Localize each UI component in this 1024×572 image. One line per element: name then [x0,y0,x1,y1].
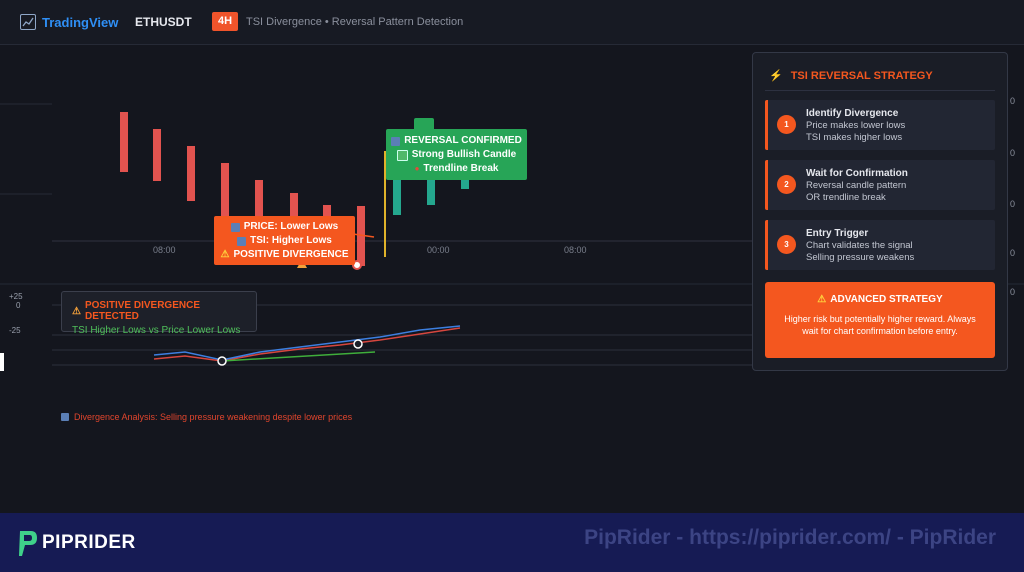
step-title: Entry Trigger [806,228,869,239]
candle-bearish[interactable] [187,146,195,201]
step-line: OR trendline break [806,192,886,203]
lightning-icon: ⚡ [769,70,783,82]
axis-value-1: 0 [1010,96,1015,106]
price-divergence-callout: PRICE: Lower Lows TSI: Higher Lows ⚠ POSI… [214,216,355,265]
tsi-trendline [221,351,376,362]
warning-icon: ⚠ [817,294,827,305]
candle-bearish[interactable] [120,112,128,172]
strategy-step-3[interactable]: 3 Entry Trigger Chart validates the sign… [765,220,995,270]
panel-divider [765,90,995,91]
x-tick-3: 08:00 [564,245,587,255]
piprider-logo[interactable]: PIPRIDER [16,529,136,557]
tsi-tick-2: 0 [16,301,21,310]
step-line: Reversal candle pattern [806,180,907,191]
tsi-low-point-2 [353,339,363,349]
candle-bullish[interactable] [427,167,435,205]
brand-name: TradingView [42,14,119,30]
advanced-text: Higher risk but potentially higher rewar… [784,314,976,336]
piprider-name: PIPRIDER [42,532,136,553]
tsi-line [153,325,461,361]
step-line: TSI makes higher lows [806,132,903,143]
price-callout-line1: PRICE: Lower Lows [243,221,339,232]
strategy-panel-title: TSI REVERSAL STRATEGY [790,69,933,82]
reversal-line3: Trendline Break [423,163,499,174]
tsi-tick-3: -25 [9,326,21,335]
bar-chart-icon [61,413,69,421]
reversal-line2: Strong Bullish Candle [411,149,517,160]
chart-icon [20,14,36,30]
advanced-strategy-card: ⚠ ADVANCED STRATEGY Higher risk but poten… [765,282,995,358]
candle-bearish[interactable] [357,206,365,266]
piprider-watermark: PipRider - https://piprider.com/ - PipRi… [584,526,996,549]
candle-bearish[interactable] [221,163,229,223]
strategy-step-2[interactable]: 2 Wait for Confirmation Reversal candle … [765,160,995,210]
symbol-label[interactable]: ETHUSDT [135,15,192,29]
candle-bullish[interactable] [461,175,469,189]
step-number: 3 [777,235,796,254]
warning-icon: ⚠ [220,249,230,260]
step-line: Price makes lower lows [806,120,906,131]
axis-value-2: 0 [1010,148,1015,158]
candle-bearish[interactable] [290,193,298,238]
top-bar: TradingView ETHUSDT 4H TSI Divergence • … [0,0,1024,45]
strategy-panel: ⚡ TSI REVERSAL STRATEGY 1 Identify Diverg… [752,52,1008,371]
chart-subtitle: TSI Divergence • Reversal Pattern Detect… [246,16,464,28]
chart-up-icon [237,236,247,246]
step-title: Wait for Confirmation [806,168,908,179]
axis-value-4: 0 [1010,248,1015,258]
axis-value-5: 0 [1010,287,1015,297]
tsi-tick-1: +25 [9,292,23,301]
price-low-point[interactable] [352,260,362,270]
axis-value-3: 0 [1010,199,1015,209]
price-callout-line2: TSI: Higher Lows [250,235,332,246]
reversal-line1: REVERSAL CONFIRMED [404,135,522,146]
chart-down-icon [230,222,240,232]
candle-bearish[interactable] [255,180,263,235]
target-icon: ● [414,164,420,173]
price-callout-line3: POSITIVE DIVERGENCE [233,249,349,260]
refresh-icon [391,136,401,146]
advanced-title: ADVANCED STRATEGY [830,294,943,305]
footer-banner: PIPRIDER PipRider - https://piprider.com… [0,513,1024,572]
divergence-detected-box: ⚠ POSITIVE DIVERGENCE DETECTED TSI Higher… [61,291,257,336]
divergence-box-title: POSITIVE DIVERGENCE DETECTED [84,300,200,322]
warning-icon: ⚠ [72,305,81,317]
step-line: Chart validates the signal [806,240,913,251]
scroll-indicator[interactable] [0,353,4,371]
check-icon [396,149,408,161]
strategy-step-1[interactable]: 1 Identify Divergence Price makes lower … [765,100,995,150]
step-title: Identify Divergence [806,108,899,119]
analysis-note: Divergence Analysis: Selling pressure we… [61,412,352,422]
x-tick-1: 08:00 [153,245,176,255]
reversal-flag-handle [414,118,434,130]
step-number: 1 [777,115,796,134]
tsi-low-point-1 [217,356,227,366]
divergence-box-subtitle: TSI Higher Lows vs Price Lower Lows [72,325,241,336]
brand[interactable]: TradingView [20,14,118,30]
analysis-note-text: Divergence Analysis: Selling pressure we… [74,412,353,422]
timeframe-badge[interactable]: 4H [212,12,238,31]
x-tick-2: 00:00 [427,245,450,255]
step-line: Selling pressure weakens [806,252,915,263]
tsi-signal-line [153,327,461,362]
candle-bearish[interactable] [153,129,161,181]
step-number: 2 [777,175,796,194]
reversal-confirmed-callout: REVERSAL CONFIRMED Strong Bullish Candle… [386,129,527,180]
candle-bullish[interactable] [393,180,401,215]
piprider-logo-icon [19,531,37,556]
